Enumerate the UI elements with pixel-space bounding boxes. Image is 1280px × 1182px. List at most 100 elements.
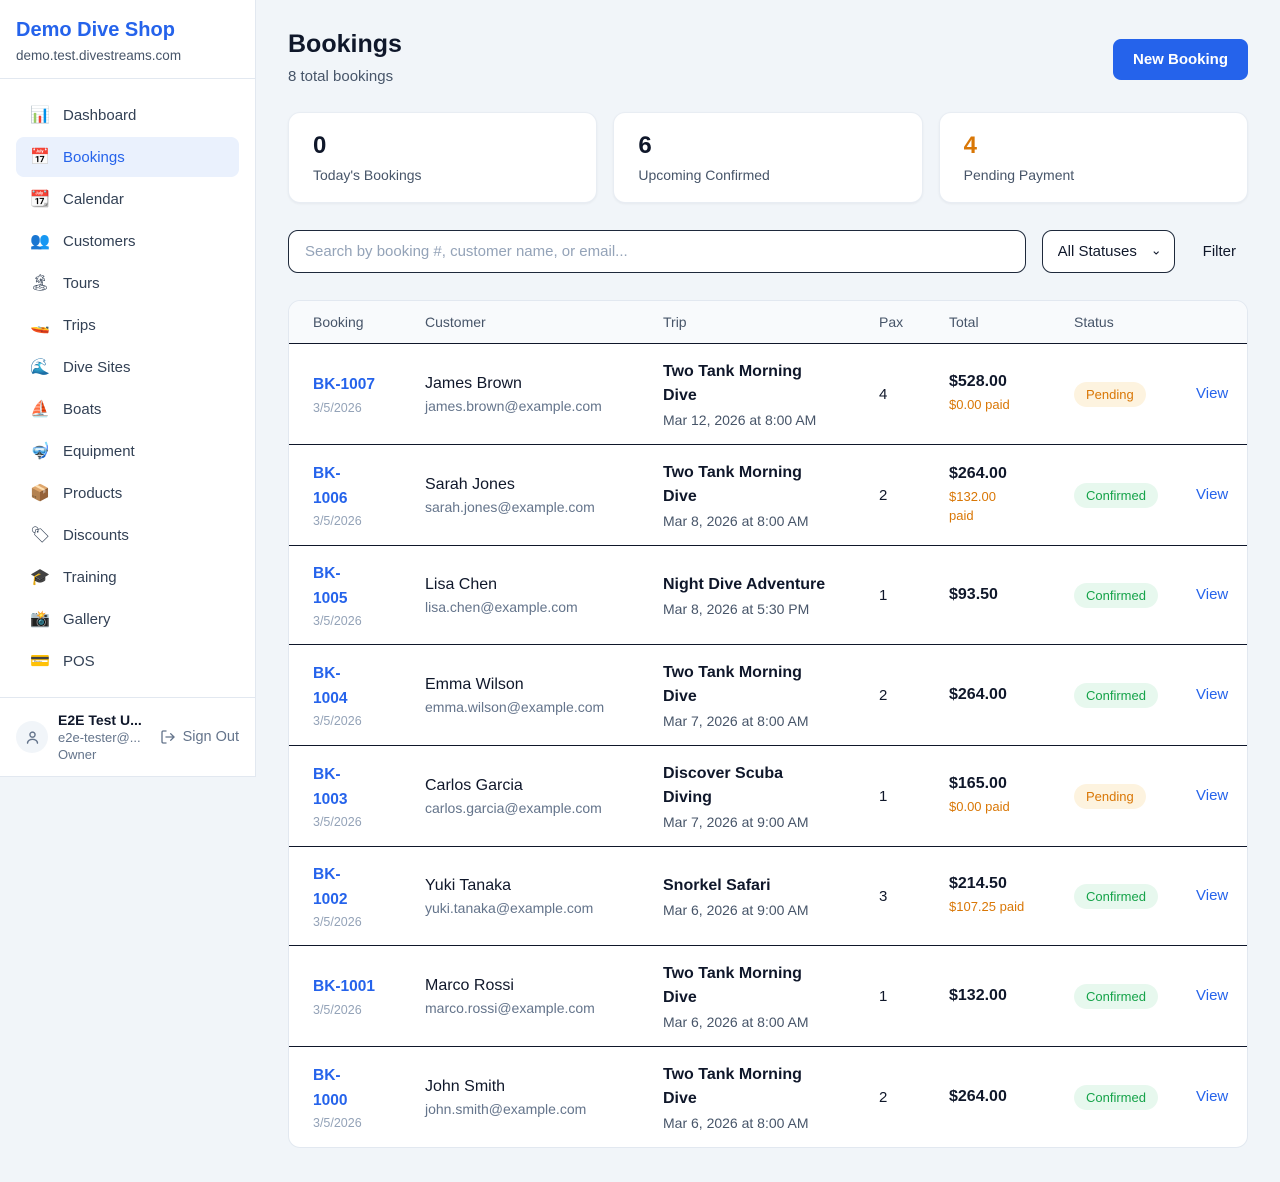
customer-email: emma.wilson@example.com (425, 698, 605, 715)
filter-button[interactable]: Filter (1191, 233, 1248, 270)
booking-id-link[interactable]: BK- 1003 (313, 766, 348, 808)
view-link[interactable]: View (1196, 586, 1229, 603)
col-header-booking: Booking (313, 314, 364, 330)
sidebar-item-label: Calendar (63, 190, 124, 208)
trip-cell: Two Tank Morning Dive Mar 12, 2026 at 8:… (663, 360, 879, 428)
status-cell: Pending (1074, 381, 1196, 407)
view-link[interactable]: View (1196, 486, 1229, 503)
booking-cell: BK-1007 3/5/2026 (313, 373, 425, 414)
booking-id-link[interactable]: BK- 1005 (313, 565, 348, 607)
user-footer: E2E Test U... e2e-tester@... Owner Sign … (0, 697, 255, 776)
view-link[interactable]: View (1196, 686, 1229, 703)
pax-value: 1 (879, 586, 888, 604)
booking-date: 3/5/2026 (313, 814, 362, 829)
sidebar-item-products[interactable]: 📦 Products (16, 473, 239, 513)
sidebar-item-label: Tours (63, 274, 100, 292)
booking-id-link[interactable]: BK- 1004 (313, 665, 348, 707)
total-cell: $214.50 $107.25 paid (949, 875, 1074, 917)
trip-datetime: Mar 8, 2026 at 5:30 PM (663, 601, 810, 617)
stats-row: 0 Today's Bookings 6 Upcoming Confirmed … (288, 112, 1248, 203)
status-cell: Confirmed (1074, 883, 1196, 909)
view-link[interactable]: View (1196, 987, 1229, 1004)
view-link[interactable]: View (1196, 887, 1229, 904)
view-link[interactable]: View (1196, 1088, 1229, 1105)
brand-domain: demo.test.divestreams.com (16, 48, 182, 63)
status-badge: Confirmed (1074, 682, 1158, 708)
sidebar-item-label: Gallery (63, 610, 111, 628)
sidebar-item-discounts[interactable]: 🏷 Discounts (16, 515, 239, 555)
view-link[interactable]: View (1196, 787, 1229, 804)
sidebar-item-dashboard[interactable]: 📊 Dashboard (16, 95, 239, 135)
col-header-trip: Trip (663, 314, 687, 330)
new-booking-button[interactable]: New Booking (1112, 39, 1248, 80)
equipment-icon: 🤿 (30, 443, 50, 460)
sidebar-item-equipment[interactable]: 🤿 Equipment (16, 431, 239, 471)
table-row: BK- 1006 3/5/2026 Sarah Jones sarah.jone… (289, 445, 1247, 546)
paid-amount: $132.00 paid (949, 488, 996, 523)
customer-name: Yuki Tanaka (425, 876, 511, 894)
trip-datetime: Mar 6, 2026 at 8:00 AM (663, 1115, 809, 1131)
filter-bar: All Statuses ⌄ Filter (288, 230, 1248, 273)
booking-id-link[interactable]: BK- 1000 (313, 1067, 348, 1109)
trip-name: Two Tank Morning Dive (663, 664, 802, 705)
stat-label: Upcoming Confirmed (638, 167, 770, 183)
status-select[interactable]: All Statuses (1041, 230, 1175, 273)
booking-id-link[interactable]: BK-1007 (313, 376, 376, 394)
customer-name: James Brown (425, 374, 522, 392)
total-cell: $264.00 $132.00 paid (949, 465, 1074, 526)
booking-id-link[interactable]: BK- 1002 (313, 866, 348, 908)
trip-cell: Snorkel Safari Mar 6, 2026 at 9:00 AM (663, 874, 879, 918)
status-badge: Pending (1074, 381, 1146, 407)
sidebar-item-trips[interactable]: 🚤 Trips (16, 305, 239, 345)
booking-cell: BK- 1004 3/5/2026 (313, 662, 425, 727)
table-row: BK- 1000 3/5/2026 John Smith john.smith@… (289, 1047, 1247, 1147)
training-icon: 🎓 (30, 569, 50, 586)
pax-value: 2 (879, 1088, 888, 1106)
stat-value: 0 (313, 132, 327, 159)
sign-out-button[interactable]: Sign Out (160, 729, 239, 745)
sidebar-item-label: Dashboard (63, 106, 137, 124)
customer-email: yuki.tanaka@example.com (425, 899, 594, 916)
customer-cell: James Brown james.brown@example.com (425, 375, 663, 414)
sidebar-item-dive-sites[interactable]: 🌊 Dive Sites (16, 347, 239, 387)
sidebar-item-label: POS (63, 652, 95, 670)
search-input[interactable] (288, 230, 1026, 273)
total-amount: $93.50 (949, 586, 998, 603)
sidebar-item-bookings[interactable]: 📅 Bookings (16, 137, 239, 177)
customer-cell: Emma Wilson emma.wilson@example.com (425, 676, 663, 715)
sidebar-item-customers[interactable]: 👥 Customers (16, 221, 239, 261)
sidebar-item-boats[interactable]: ⛵ Boats (16, 389, 239, 429)
actions-cell: View (1196, 385, 1236, 403)
customer-cell: Carlos Garcia carlos.garcia@example.com (425, 777, 663, 816)
sidebar-item-label: Equipment (63, 442, 135, 460)
booking-id-link[interactable]: BK- 1006 (313, 465, 348, 507)
sidebar-item-training[interactable]: 🎓 Training (16, 557, 239, 597)
customer-name: Lisa Chen (425, 575, 498, 593)
sidebar-item-label: Customers (63, 232, 136, 250)
status-cell: Pending (1074, 783, 1196, 809)
sidebar: Demo Dive Shop demo.test.divestreams.com… (0, 0, 256, 777)
actions-cell: View (1196, 987, 1236, 1005)
trip-datetime: Mar 6, 2026 at 8:00 AM (663, 1014, 809, 1030)
pos-icon: 💳 (30, 653, 50, 670)
user-name: E2E Test U... (58, 712, 142, 728)
sidebar-item-pos[interactable]: 💳 POS (16, 641, 239, 681)
booking-id-link[interactable]: BK-1001 (313, 978, 376, 996)
status-cell: Confirmed (1074, 983, 1196, 1009)
table-row: BK- 1005 3/5/2026 Lisa Chen lisa.chen@ex… (289, 546, 1247, 645)
sidebar-item-calendar[interactable]: 📆 Calendar (16, 179, 239, 219)
sidebar-item-tours[interactable]: 🏝 Tours (16, 263, 239, 303)
avatar (16, 721, 48, 753)
sign-out-label: Sign Out (182, 729, 239, 745)
view-link[interactable]: View (1196, 385, 1229, 402)
main-content: Bookings 8 total bookings New Booking 0 … (256, 0, 1280, 1182)
user-email: e2e-tester@... (58, 730, 141, 745)
sidebar-item-gallery[interactable]: 📸 Gallery (16, 599, 239, 639)
sidebar-item-label: Products (63, 484, 123, 502)
trip-datetime: Mar 7, 2026 at 8:00 AM (663, 713, 809, 729)
page-subtitle: 8 total bookings (288, 68, 394, 85)
actions-cell: View (1196, 486, 1236, 504)
booking-cell: BK- 1006 3/5/2026 (313, 462, 425, 527)
trip-cell: Two Tank Morning Dive Mar 7, 2026 at 8:0… (663, 661, 879, 729)
